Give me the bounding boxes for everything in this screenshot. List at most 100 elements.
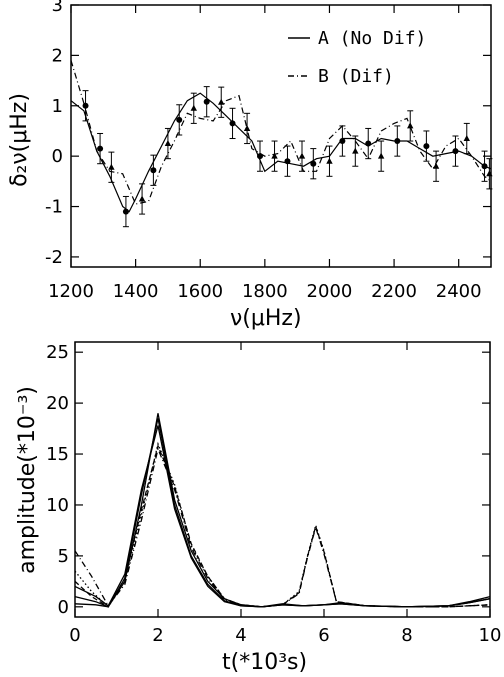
bottom-y-tick-label: 25	[46, 342, 69, 363]
data-point	[452, 135, 459, 167]
series-a-line	[70, 92, 492, 213]
bottom-series-group	[74, 413, 491, 608]
triangle-marker	[463, 135, 470, 142]
bottom-tick-labels: 0 2 4 6 8 10 0 5 10 15 20 25	[46, 342, 501, 646]
top-x-axis-title: ν(μHz)	[230, 306, 302, 331]
circle-marker	[310, 160, 317, 167]
bottom-y-tick-label: 0	[58, 597, 69, 618]
legend-label-b: B (Dif)	[318, 66, 394, 87]
bottom-y-tick-label: 20	[46, 393, 69, 414]
triangle-marker	[218, 98, 225, 105]
data-point	[108, 151, 115, 183]
data-point	[310, 148, 317, 180]
circle-marker	[257, 153, 263, 160]
circle-marker	[150, 167, 157, 174]
bottom-plot-frame	[74, 341, 491, 618]
bottom-x-tick-label: 4	[235, 625, 246, 646]
bottom-chart: 0 2 4 6 8 10 0 5 10 15 20 25 t(*10³s) amplitude(*10…	[15, 341, 501, 675]
circle-marker	[365, 140, 372, 147]
bottom-y-tick-label: 10	[46, 495, 69, 516]
triangle-marker	[243, 124, 251, 131]
data-point	[407, 110, 414, 142]
top-axis-ticks	[70, 4, 491, 267]
data-point	[423, 130, 430, 162]
bottom-y-tick-label: 15	[46, 444, 69, 465]
top-plot-frame	[70, 4, 492, 268]
data-point	[271, 140, 278, 172]
circle-marker	[423, 143, 430, 150]
circle-marker	[481, 163, 488, 170]
triangle-marker	[432, 162, 440, 169]
bottom-x-tick-label: 0	[69, 625, 80, 646]
bottom-y-axis-title: amplitude(*10⁻³)	[15, 386, 40, 574]
bottom-x-tick-label: 10	[479, 625, 502, 646]
triangle-marker	[352, 147, 359, 154]
bottom-x-axis-title: t(*10³s)	[222, 650, 307, 675]
data-point	[377, 140, 385, 172]
triangle-marker	[271, 152, 278, 159]
top-x-tick-label: 2200	[371, 281, 417, 302]
data-point	[284, 145, 291, 177]
data-point	[481, 150, 488, 182]
data-point	[365, 127, 372, 160]
triangle-marker	[407, 122, 414, 129]
data-point	[138, 183, 146, 215]
amplitude-series-line	[74, 446, 491, 608]
top-y-tick-label: -1	[45, 197, 63, 218]
data-point	[339, 125, 346, 157]
triangle-marker	[298, 152, 306, 159]
triangle-marker	[377, 152, 385, 159]
circle-marker	[82, 102, 89, 109]
triangle-marker	[108, 163, 115, 170]
bottom-y-tick-label: 5	[58, 546, 69, 567]
top-x-tick-label: 1600	[177, 281, 223, 302]
data-point	[352, 135, 359, 167]
circle-marker	[339, 138, 346, 145]
top-x-tick-label: 2000	[307, 281, 353, 302]
top-data-points	[82, 86, 493, 228]
circle-marker	[452, 148, 459, 155]
legend: A (No Dif) B (Dif)	[288, 28, 426, 87]
bottom-axis-ticks	[74, 342, 491, 617]
data-point	[150, 154, 157, 186]
circle-marker	[203, 98, 210, 105]
triangle-marker	[164, 140, 172, 147]
data-point	[218, 86, 225, 118]
top-y-tick-label: 3	[52, 0, 63, 16]
data-point	[394, 125, 401, 157]
circle-marker	[229, 120, 236, 127]
data-point	[82, 90, 89, 122]
series-b-line	[70, 60, 492, 205]
triangle-marker	[486, 170, 493, 177]
top-y-tick-label: 1	[52, 96, 63, 117]
top-y-tick-label: 2	[52, 45, 63, 66]
amplitude-series-line	[74, 443, 491, 608]
top-y-tick-label: -2	[45, 247, 63, 268]
circle-marker	[284, 158, 291, 165]
top-x-tick-label: 1800	[242, 281, 288, 302]
top-x-tick-label: 2400	[436, 281, 482, 302]
top-y-axis-title: δ₂ν(μHz)	[7, 93, 32, 187]
legend-label-a: A (No Dif)	[318, 28, 426, 49]
bottom-x-tick-label: 8	[401, 625, 412, 646]
data-point	[298, 140, 306, 172]
circle-marker	[394, 138, 401, 145]
data-point	[432, 150, 440, 182]
data-point	[190, 92, 197, 124]
triangle-marker	[326, 157, 333, 164]
data-point	[486, 158, 493, 190]
data-point	[176, 104, 183, 136]
data-point	[463, 122, 470, 155]
circle-marker	[97, 145, 104, 152]
circle-marker	[176, 116, 183, 123]
triangle-marker	[190, 104, 197, 111]
top-y-tick-label: 0	[52, 146, 63, 167]
data-point	[243, 112, 251, 145]
data-point	[203, 86, 210, 118]
bottom-x-tick-label: 6	[318, 625, 329, 646]
data-point	[164, 127, 172, 160]
circle-marker	[122, 208, 129, 215]
data-point	[122, 195, 129, 228]
top-tick-labels: 1200 1400 1600 1800 2000 2200 2400 -2 -1 0 1 2 3	[45, 0, 482, 302]
